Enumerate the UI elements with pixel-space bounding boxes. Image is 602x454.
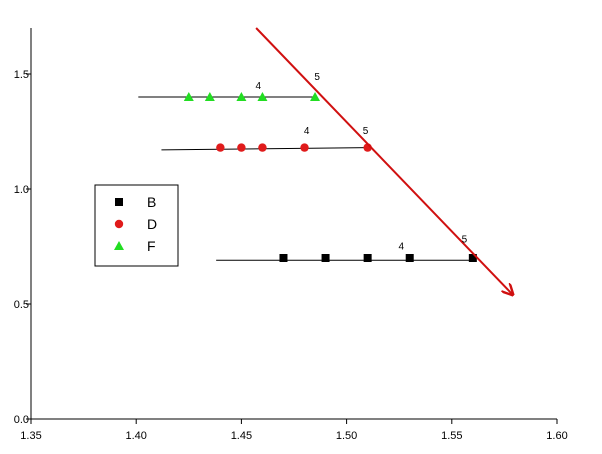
x-tick-label: 1.50	[336, 430, 357, 442]
x-tick-label: 1.60	[546, 430, 567, 442]
point	[236, 92, 247, 101]
legend-box	[94, 184, 179, 267]
point	[216, 143, 225, 152]
legend-label: B	[147, 194, 156, 210]
y-tick-label: 0.5	[14, 299, 29, 311]
point	[300, 143, 309, 152]
legend-marker	[114, 219, 124, 229]
point	[363, 254, 372, 262]
annotation: 5	[363, 126, 369, 137]
point	[468, 254, 477, 262]
x-tick-label: 1.45	[231, 430, 252, 442]
x-tick-label: 1.40	[125, 430, 146, 442]
legend-label: F	[147, 238, 156, 254]
x-tick-label: 1.55	[441, 430, 462, 442]
point	[204, 92, 215, 101]
annotation: 5	[462, 234, 468, 245]
annotation: 4	[255, 81, 261, 92]
legend-marker	[114, 241, 124, 250]
annotation: 4	[304, 126, 310, 137]
trend-line	[255, 27, 513, 295]
annotation: 4	[399, 241, 405, 252]
y-tick-label: 1.5	[14, 69, 29, 81]
point	[183, 92, 194, 101]
point	[279, 254, 288, 262]
point	[310, 92, 321, 101]
annotation: 5	[314, 72, 320, 83]
point	[321, 254, 330, 262]
point	[237, 143, 246, 152]
x-tick-label: 1.35	[20, 430, 41, 442]
y-tick-label: 0.0	[14, 414, 29, 426]
point	[257, 92, 268, 101]
legend-label: D	[147, 216, 157, 232]
y-tick-label: 1.0	[14, 184, 29, 196]
legend-marker	[115, 198, 123, 206]
point	[258, 143, 267, 152]
point	[405, 254, 414, 262]
